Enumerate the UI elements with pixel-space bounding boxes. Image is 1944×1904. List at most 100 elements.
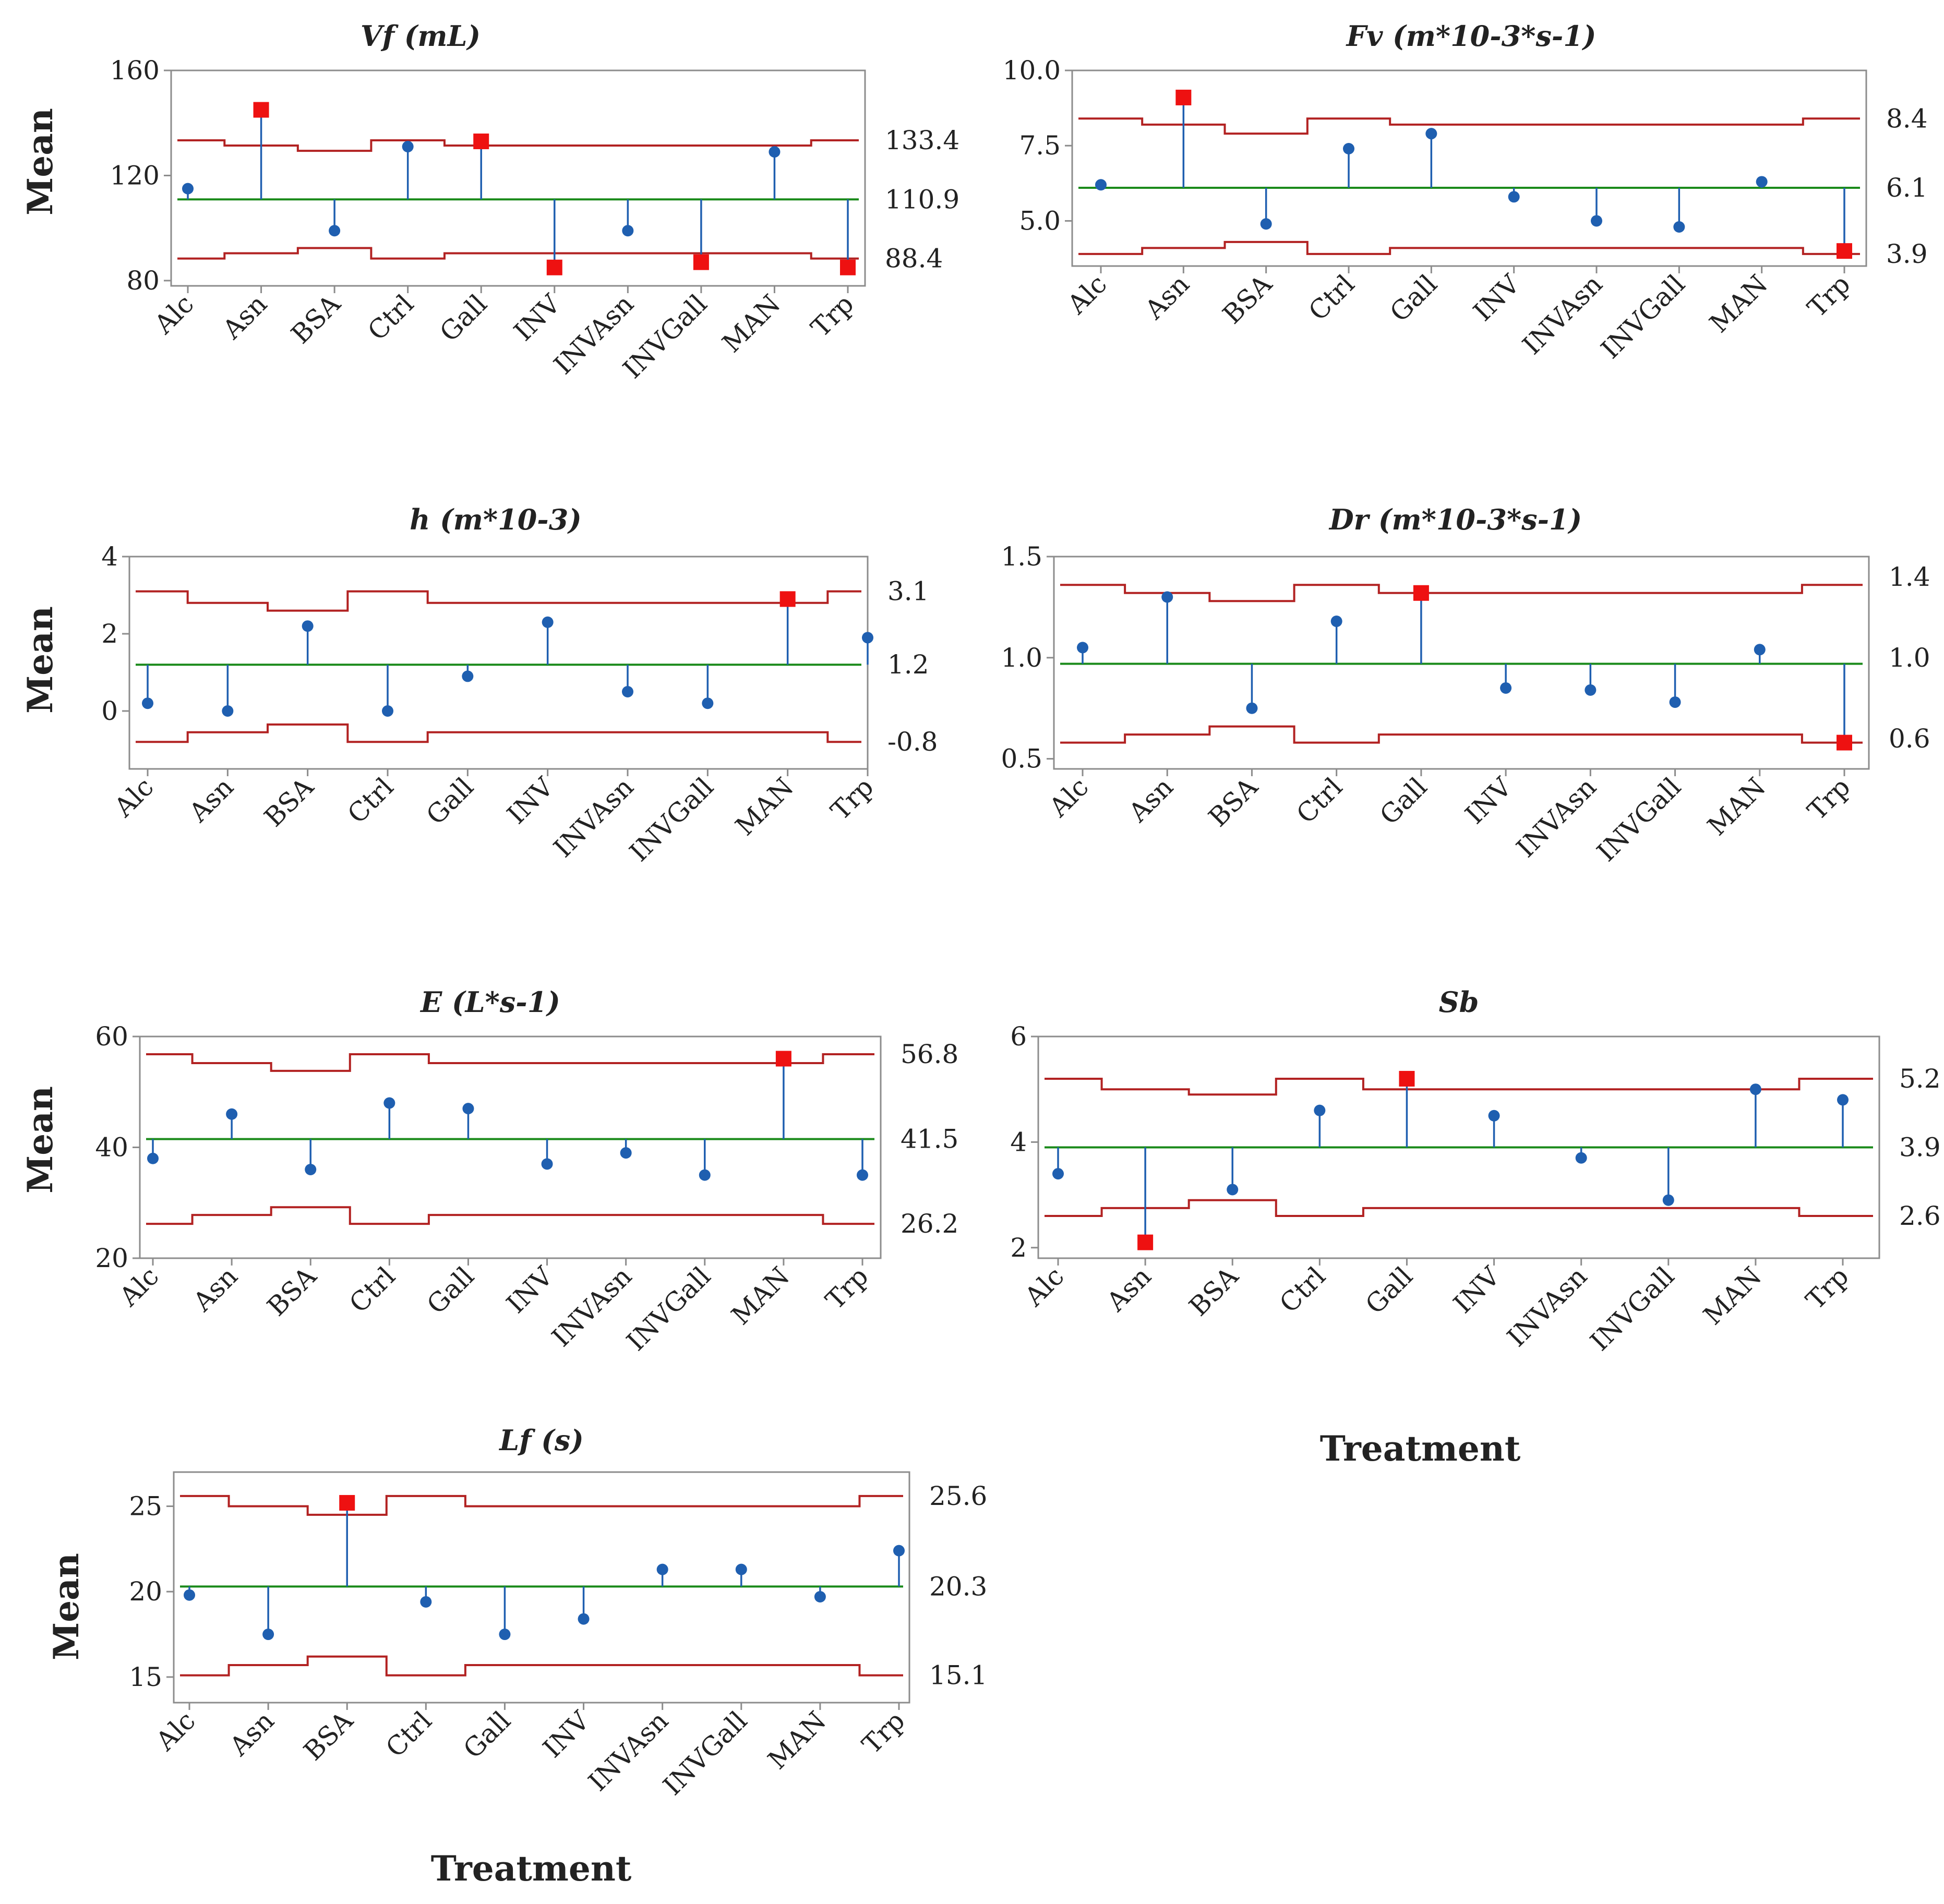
mean-point-Trp [1837,1094,1849,1106]
category-label-Ctrl: Ctrl [380,1705,437,1763]
mean-point-INVGall [1669,696,1681,708]
panel-title: h (m*10-3) [410,503,582,536]
category-label-Gall: Gall [421,1261,480,1320]
mean-point-INVAsn [656,1563,668,1575]
mean-point-Asn [262,1629,274,1641]
category-label-BSA: BSA [298,1705,359,1766]
category-label-Gall: Gall [421,772,479,830]
category-label-Ctrl: Ctrl [342,772,399,829]
lower-limit-label: 88.4 [885,244,943,274]
category-label-Alc: Alc [108,772,159,823]
mean-point-Alc [147,1152,159,1164]
upper-limit-label: 1.4 [1889,562,1930,592]
category-label-BSA: BSA [285,288,346,350]
lower-limit-label: -0.8 [887,727,938,757]
chart-panel-fv: Fv (m*10-3*s-1) 5.0 7.5 10.0 Alc Asn BSA Ctrl G… [1003,19,1928,365]
category-label-Asn: Asn [223,1705,280,1762]
category-label-Trp: Trp [856,1705,910,1760]
outside-point-Asn [1175,89,1192,105]
mean-point-Trp [862,632,873,644]
mean-point-Asn [1161,591,1173,603]
category-label-INV: INV [501,772,560,830]
mean-point-Gall [1425,128,1437,140]
category-label-Trp: Trp [1802,269,1856,323]
category-label-Asn: Asn [1123,772,1179,828]
category-label-INVAsn: INVAsn [1510,772,1602,863]
upper-limit-label: 25.6 [929,1481,987,1511]
mean-point-MAN [1756,176,1768,188]
category-label-Ctrl: Ctrl [1291,772,1348,829]
lower-decision-limit [180,1655,903,1677]
outside-point-BSA [339,1495,355,1511]
lower-decision-limit [136,723,861,743]
panel-title: Lf (s) [498,1424,584,1457]
category-label-Asn: Asn [217,288,273,345]
y-tick-label: 1.0 [1001,643,1042,673]
y-tick-label: 15 [129,1662,162,1692]
category-label-MAN: MAN [1702,772,1772,841]
outside-point-INV [546,259,562,275]
category-label-Trp: Trp [825,772,879,826]
category-label-Gall: Gall [1374,772,1433,830]
category-label-INVAsn: INVAsn [548,772,639,863]
y-axis-label: Mean [46,1553,87,1660]
upper-limit-label: 133.4 [885,125,959,155]
outside-point-Asn [253,102,269,118]
plot-frame [173,1471,910,1704]
category-label-INV: INV [1459,772,1518,830]
y-tick-label: 25 [129,1491,162,1521]
upper-limit-label: 3.1 [887,576,929,607]
mean-point-INVAsn [622,686,633,697]
outside-point-Trp [1837,734,1852,751]
mean-point-Gall [462,670,474,682]
mean-point-BSA [1227,1184,1239,1196]
mean-point-INVAsn [1591,215,1602,227]
y-tick-label: 20 [129,1576,162,1607]
mean-point-MAN [814,1591,826,1603]
category-label-MAN: MAN [1703,269,1773,339]
center-label: 20.3 [929,1571,987,1601]
category-label-Alc: Alc [150,1705,201,1756]
mean-point-INVGall [735,1563,747,1575]
lower-decision-limit [1060,725,1863,744]
plot-frame [1037,1035,1880,1259]
y-tick-label: 2 [1010,1233,1027,1263]
category-label-Ctrl: Ctrl [343,1261,401,1318]
panel-title: Vf (mL) [361,19,481,53]
mean-point-BSA [302,620,314,632]
upper-decision-limit [1078,117,1860,135]
mean-point-MAN [1749,1083,1761,1095]
mean-point-Alc [184,1589,195,1601]
y-tick-label: 4 [101,541,118,572]
mean-point-INVGall [699,1169,711,1181]
mean-point-INV [542,616,554,628]
mean-point-Ctrl [1314,1104,1326,1116]
category-label-INVGall: INVGall [1585,1261,1680,1356]
mean-point-Asn [226,1108,238,1120]
mean-point-Asn [222,705,234,717]
y-tick-label: 6 [1010,1021,1027,1052]
mean-point-INVAsn [1585,684,1597,696]
y-tick-label: 0.5 [1001,744,1042,774]
outside-point-MAN [775,1051,791,1067]
category-label-BSA: BSA [1217,269,1278,330]
category-label-Trp: Trp [805,288,859,343]
mean-point-Ctrl [382,705,393,717]
mean-point-INV [1488,1110,1500,1122]
y-tick-label: 10.0 [1003,55,1061,86]
category-label-Alc: Alc [1043,772,1094,823]
y-tick-label: 160 [110,55,160,86]
lower-limit-label: 15.1 [929,1660,987,1691]
lower-limit-label: 3.9 [1886,239,1928,269]
mean-point-INV [578,1613,590,1625]
mean-point-Trp [857,1169,868,1181]
chart-panel-lf: Lf (s) Mean 15 20 25 Alc Asn BSA Ctrl Gall INV IN… [46,1424,987,1801]
mean-point-Ctrl [383,1097,395,1109]
lower-limit-label: 0.6 [1889,724,1930,754]
plot-frame [170,69,866,287]
mean-point-BSA [305,1164,317,1175]
category-label-BSA: BSA [258,772,319,833]
mean-point-Alc [1077,642,1088,654]
